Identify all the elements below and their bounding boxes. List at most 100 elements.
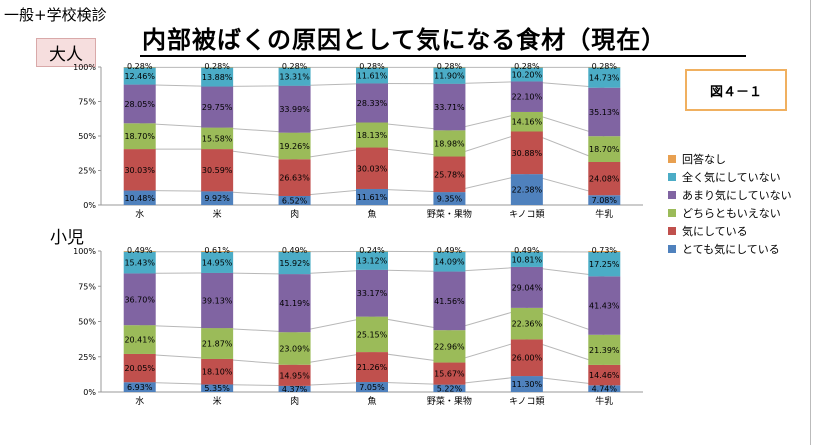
data-label: 29.75% bbox=[202, 103, 233, 112]
slide-border bbox=[810, 0, 811, 445]
data-label: 14.73% bbox=[589, 74, 620, 83]
data-label: 0.28% bbox=[204, 62, 230, 71]
data-label: 21.39% bbox=[589, 346, 620, 355]
data-label: 21.26% bbox=[357, 363, 388, 372]
bar-segment bbox=[278, 196, 311, 205]
bar-segment bbox=[201, 67, 234, 87]
y-tick-label: 0% bbox=[83, 388, 96, 397]
data-label: 18.98% bbox=[434, 139, 465, 148]
bar-segment bbox=[433, 251, 466, 252]
bar-segment bbox=[510, 251, 543, 267]
bar-segment bbox=[123, 190, 156, 205]
data-label: 0.49% bbox=[437, 246, 463, 255]
data-label: 33.99% bbox=[279, 105, 310, 114]
data-label: 35.13% bbox=[589, 108, 620, 117]
bar-segment bbox=[356, 382, 388, 392]
bar-segment bbox=[201, 358, 234, 385]
legend-swatch bbox=[668, 227, 676, 235]
x-category-label: 魚 bbox=[367, 395, 376, 407]
bar-segment bbox=[356, 147, 388, 189]
x-category-label: 牛乳 bbox=[595, 395, 613, 407]
data-label: 41.19% bbox=[279, 299, 310, 308]
data-label: 14.95% bbox=[279, 371, 310, 380]
bar-segment bbox=[433, 130, 466, 157]
legend-swatch bbox=[668, 245, 676, 253]
y-tick-label: 50% bbox=[78, 132, 96, 141]
legend-item-not-much: あまり気にしていない bbox=[668, 186, 792, 204]
bar-segment bbox=[433, 330, 466, 363]
bar-segment bbox=[356, 269, 388, 317]
bar-segment bbox=[278, 364, 311, 386]
bar-segment bbox=[433, 192, 466, 205]
bar-segment bbox=[201, 149, 234, 192]
bar-segment bbox=[356, 188, 388, 205]
bar-segment bbox=[123, 251, 156, 252]
x-category-label: 肉 bbox=[290, 395, 299, 407]
y-tick-label: 50% bbox=[78, 318, 96, 327]
data-label: 10.48% bbox=[124, 194, 155, 203]
bar-segment bbox=[510, 67, 543, 68]
bar-segment bbox=[356, 83, 388, 123]
data-label: 28.33% bbox=[357, 99, 388, 108]
legend-label: 全く気にしていない bbox=[682, 171, 781, 184]
page-title: 内部被ばくの原因として気になる食材（現在） bbox=[142, 26, 667, 54]
y-tick-label: 25% bbox=[78, 353, 96, 362]
data-label: 13.88% bbox=[202, 73, 233, 82]
data-label: 22.38% bbox=[512, 186, 543, 195]
x-category-label: 野菜・果物 bbox=[427, 208, 472, 220]
bar-segment bbox=[588, 364, 621, 386]
x-category-label: 牛乳 bbox=[595, 208, 613, 220]
x-category-label: 水 bbox=[135, 395, 144, 407]
bar-segment bbox=[433, 271, 466, 331]
figure-label: 図４－１ bbox=[709, 84, 762, 100]
data-label: 0.61% bbox=[204, 246, 230, 255]
bar-segment bbox=[356, 67, 388, 68]
data-label: 22.10% bbox=[512, 93, 543, 102]
legend-label: 回答なし bbox=[682, 153, 726, 166]
bar-segment bbox=[201, 86, 234, 128]
y-tick-label: 0% bbox=[83, 201, 96, 210]
bar-segment bbox=[201, 191, 234, 205]
data-label: 14.09% bbox=[434, 258, 465, 267]
legend-label: あまり気にしていない bbox=[682, 189, 792, 202]
adult-stacked-bar-chart: 0% 25% 50% 75% 100% 10.48% 30.03% 18.70% 28.05% 1… bbox=[73, 62, 643, 220]
data-label: 18.70% bbox=[589, 145, 620, 154]
bar-segment bbox=[123, 149, 156, 191]
bar-segment bbox=[278, 67, 311, 86]
x-category-label: 野菜・果物 bbox=[427, 395, 472, 407]
data-label: 0.28% bbox=[359, 62, 385, 71]
child-chart-label: 小児 bbox=[50, 228, 84, 248]
bar-segment bbox=[433, 67, 466, 84]
data-label: 0.49% bbox=[514, 246, 540, 255]
bar-segment bbox=[433, 362, 466, 385]
data-label: 30.03% bbox=[124, 166, 155, 175]
bar-segment bbox=[123, 325, 156, 354]
bar-segment bbox=[201, 328, 234, 359]
data-label: 30.88% bbox=[512, 149, 543, 158]
data-label: 0.28% bbox=[282, 62, 308, 71]
x-category-label: 魚 bbox=[367, 208, 376, 220]
data-label: 33.71% bbox=[434, 103, 465, 112]
bar-segment bbox=[433, 251, 466, 272]
bar-segment bbox=[278, 251, 311, 252]
bar-segment bbox=[510, 376, 543, 392]
bar-segment bbox=[510, 81, 543, 112]
legend-item-very-concerned: とても気にしている bbox=[668, 240, 792, 258]
bar-segment bbox=[433, 83, 466, 131]
adult-chart-label: 大人 bbox=[36, 38, 96, 67]
bar-segment bbox=[278, 332, 311, 365]
bar-segment bbox=[588, 136, 621, 162]
legend-swatch bbox=[668, 155, 676, 163]
bar-segment bbox=[433, 384, 466, 392]
data-label: 41.43% bbox=[589, 302, 620, 311]
data-label: 15.92% bbox=[279, 259, 310, 268]
bar-segment bbox=[588, 385, 621, 392]
x-category-label: 米 bbox=[213, 395, 222, 407]
data-label: 24.08% bbox=[589, 175, 620, 184]
data-label: 9.92% bbox=[204, 194, 230, 203]
data-label: 0.49% bbox=[127, 246, 153, 255]
data-label: 0.49% bbox=[282, 246, 308, 255]
bar-segment bbox=[588, 67, 621, 88]
data-label: 13.31% bbox=[279, 73, 310, 82]
